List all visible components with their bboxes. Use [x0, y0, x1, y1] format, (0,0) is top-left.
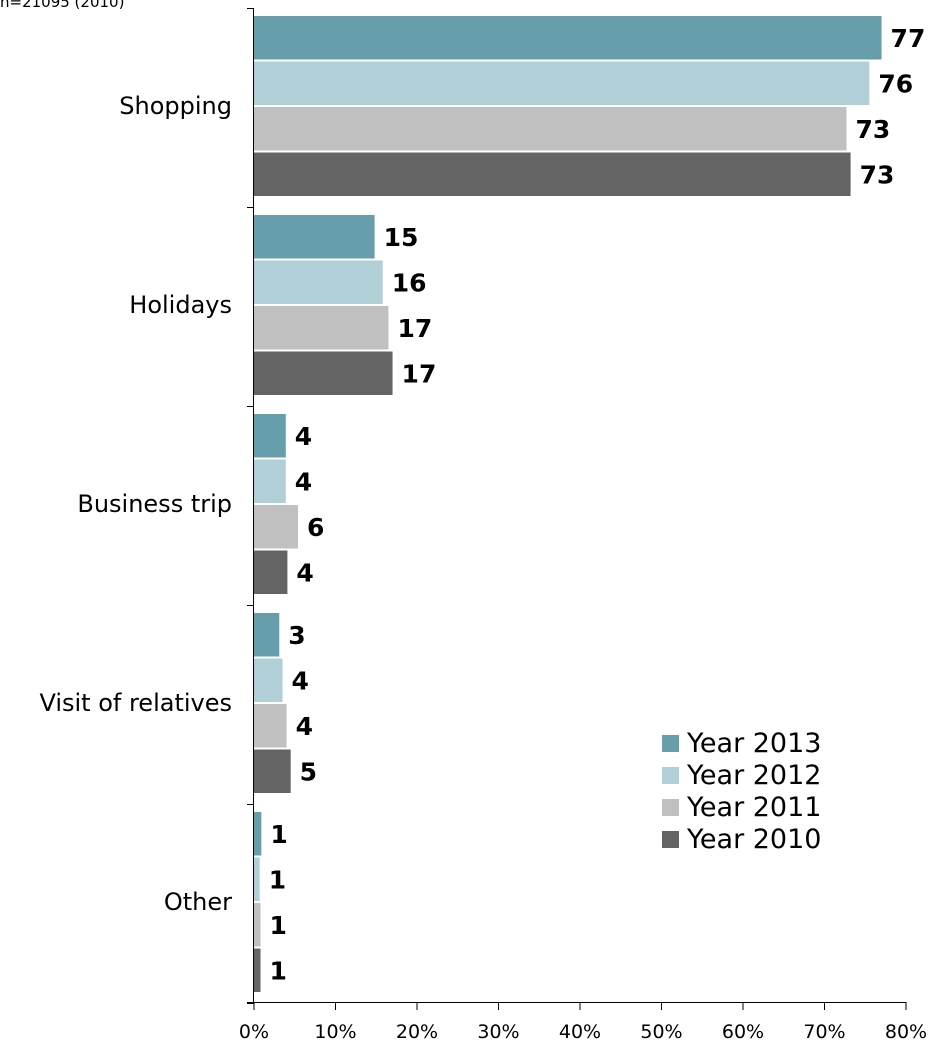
sample-size-note: n=21095 (2010) [0, 0, 125, 11]
data-label: 5 [300, 757, 317, 786]
data-label: 17 [402, 359, 437, 388]
bar [254, 152, 851, 196]
data-label: 17 [397, 314, 432, 343]
bar [254, 215, 375, 259]
data-label: 3 [288, 621, 305, 650]
bar [254, 505, 299, 549]
category-label: Business trip [77, 490, 232, 518]
bar [254, 306, 389, 350]
category-label: Visit of relatives [39, 689, 232, 717]
bar [254, 613, 280, 657]
data-label: 73 [860, 160, 895, 189]
legend-label: Year 2013 [687, 727, 822, 759]
bar [254, 260, 383, 304]
legend-item: Year 2013 [662, 727, 821, 759]
data-label: 4 [292, 666, 309, 695]
x-tick-label: 0% [239, 1021, 269, 1042]
legend-item: Year 2010 [662, 823, 821, 855]
bar [254, 903, 261, 947]
bar [254, 16, 882, 60]
legend-label: Year 2010 [687, 823, 822, 855]
x-tick-label: 10% [314, 1021, 356, 1042]
bar [254, 948, 261, 992]
legend-swatch [662, 766, 679, 784]
legend-swatch [662, 798, 679, 816]
data-label: 1 [269, 865, 286, 894]
x-tick-label: 40% [559, 1021, 601, 1042]
bar [254, 749, 291, 793]
legend-swatch [662, 830, 679, 848]
legend-label: Year 2012 [687, 759, 822, 791]
data-label: 4 [295, 422, 312, 451]
data-label: 1 [270, 911, 287, 940]
bar [254, 459, 286, 503]
legend-item: Year 2012 [662, 759, 821, 791]
data-label: 15 [384, 223, 419, 252]
data-label: 76 [878, 69, 913, 98]
legend-label: Year 2011 [687, 791, 822, 823]
bar [254, 658, 283, 702]
category-label: Holidays [129, 291, 232, 319]
x-tick-label: 30% [477, 1021, 519, 1042]
legend-swatch [662, 734, 679, 752]
x-tick-label: 70% [803, 1021, 845, 1042]
data-label: 73 [856, 115, 891, 144]
x-tick-label: 80% [885, 1021, 927, 1042]
bar [254, 61, 870, 105]
data-label: 6 [307, 513, 324, 542]
x-tick-label: 50% [640, 1021, 682, 1042]
bar [254, 812, 262, 856]
data-label: 1 [270, 956, 287, 985]
legend: Year 2013 Year 2012 Year 2011 Year 2010 [662, 727, 821, 855]
bar [254, 857, 260, 901]
x-tick-label: 60% [722, 1021, 764, 1042]
bar [254, 107, 847, 151]
bar [254, 351, 393, 395]
bar [254, 550, 288, 594]
data-label: 4 [295, 467, 312, 496]
x-tick-label: 20% [396, 1021, 438, 1042]
data-label: 1 [270, 820, 287, 849]
category-label: Shopping [119, 92, 232, 120]
data-label: 16 [392, 268, 427, 297]
bar [254, 414, 286, 458]
data-label: 4 [296, 558, 313, 587]
data-label: 4 [296, 712, 313, 741]
legend-item: Year 2011 [662, 791, 821, 823]
bar [254, 704, 287, 748]
category-label: Other [164, 888, 232, 916]
data-label: 77 [891, 24, 926, 53]
